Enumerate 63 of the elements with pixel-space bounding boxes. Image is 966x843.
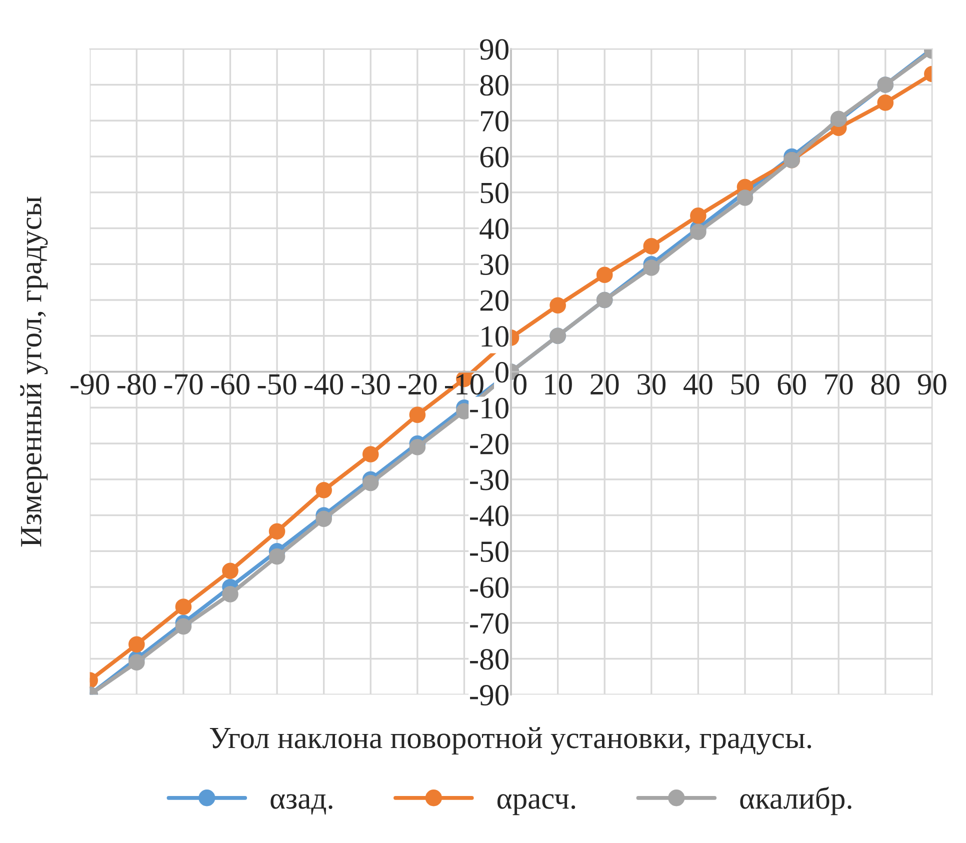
y-tick-label: -10 xyxy=(470,398,508,419)
x-tick-label: -40 xyxy=(304,374,344,395)
x-tick-label: -50 xyxy=(258,374,296,395)
point xyxy=(175,598,192,615)
y-tick-label: 60 xyxy=(480,146,508,168)
x-tick-label: 10 xyxy=(545,374,572,395)
point xyxy=(690,224,706,240)
x-tick-label: -70 xyxy=(164,374,203,395)
point xyxy=(409,438,426,456)
x-tick-label: 0 xyxy=(514,374,526,395)
y-tick-label: -40 xyxy=(470,506,508,526)
point xyxy=(877,94,894,111)
point xyxy=(268,523,286,540)
point xyxy=(362,474,379,492)
point xyxy=(643,238,660,254)
y-tick-label: -70 xyxy=(470,613,508,634)
y-tick-label: 80 xyxy=(480,75,508,96)
y-tick-label: -60 xyxy=(470,577,508,598)
x-tick-label: 80 xyxy=(871,374,900,395)
x-tick-label: 30 xyxy=(638,374,666,395)
y-tick-label: -90 xyxy=(470,684,508,706)
y-tick-label: 70 xyxy=(481,110,508,132)
y-tick-label: 40 xyxy=(480,218,508,240)
point xyxy=(736,190,754,206)
x-tick-label: 60 xyxy=(778,374,806,395)
point xyxy=(268,548,286,565)
y-tick-label: -30 xyxy=(470,470,508,490)
x-tick-label: 50 xyxy=(732,374,760,395)
y-tick-label: 20 xyxy=(480,290,508,311)
x-axis-title: Угол наклона поворотной установки, градусы. xyxy=(210,727,812,755)
x-tick-label: 90 xyxy=(918,374,946,395)
point xyxy=(222,562,238,580)
point xyxy=(643,260,660,276)
x-tick-label: 70 xyxy=(825,374,853,395)
point xyxy=(128,636,145,653)
x-tick-label: -60 xyxy=(211,374,250,395)
point xyxy=(409,406,426,423)
point xyxy=(316,510,332,528)
y-tick-label: -50 xyxy=(470,541,508,562)
y-tick-label: 50 xyxy=(480,182,508,204)
point xyxy=(128,654,145,671)
y-tick-label: 10 xyxy=(482,326,508,347)
x-tick-label: -80 xyxy=(117,374,156,395)
point xyxy=(175,618,192,635)
legend-label: αкалибр. xyxy=(740,786,852,816)
x-tick-label: -30 xyxy=(351,374,390,395)
legend-label: αзад. xyxy=(270,794,332,814)
point xyxy=(596,266,613,284)
y-tick-label: 30 xyxy=(480,254,508,276)
y-tick-label: 90 xyxy=(480,39,508,60)
x-tick-label: 20 xyxy=(590,374,619,395)
legend-label: αрасч. xyxy=(497,794,576,816)
point xyxy=(690,208,706,224)
x-tick-label: -90 xyxy=(70,374,110,395)
y-tick-label: -20 xyxy=(470,434,508,454)
point xyxy=(222,586,238,602)
point xyxy=(362,446,379,462)
x-tick-label: -20 xyxy=(398,374,437,395)
y-tick-label: -80 xyxy=(470,649,508,670)
point xyxy=(550,297,566,314)
y-axis-title: Измеренный угол, градусы xyxy=(20,196,48,547)
point xyxy=(316,482,332,498)
x-tick-label: 40 xyxy=(684,374,712,395)
